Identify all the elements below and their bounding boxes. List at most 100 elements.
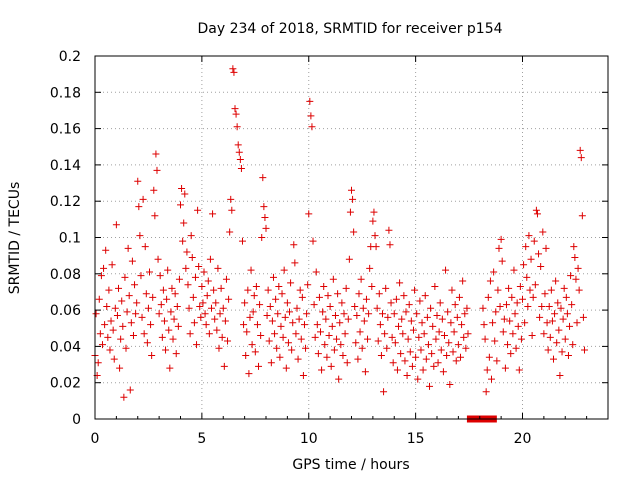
data-point <box>492 308 500 316</box>
data-point <box>187 232 195 240</box>
data-point <box>167 308 175 316</box>
data-point <box>430 362 438 370</box>
data-point <box>313 321 321 329</box>
data-point <box>345 255 353 263</box>
data-point <box>221 317 229 325</box>
data-point <box>516 283 524 291</box>
data-point <box>98 341 106 349</box>
data-point <box>202 321 210 329</box>
data-point <box>138 313 146 321</box>
data-point <box>159 286 167 294</box>
data-point <box>175 275 183 283</box>
data-point <box>560 284 568 292</box>
data-point <box>446 381 454 389</box>
data-point <box>509 330 517 338</box>
data-point <box>119 322 127 330</box>
data-point <box>131 281 139 289</box>
data-point <box>134 177 142 185</box>
data-point <box>350 228 358 236</box>
data-point <box>127 319 135 327</box>
data-point <box>109 326 117 334</box>
data-point <box>286 308 294 316</box>
data-point <box>106 346 114 354</box>
data-point <box>151 212 159 220</box>
data-point <box>245 370 253 378</box>
data-point <box>572 275 580 283</box>
data-point <box>280 266 288 274</box>
data-point <box>535 250 543 258</box>
data-point <box>505 284 513 292</box>
data-point <box>105 286 113 294</box>
data-point <box>368 283 376 291</box>
data-point <box>417 346 425 354</box>
data-point <box>311 333 319 341</box>
data-point <box>352 339 360 347</box>
data-point <box>393 366 401 374</box>
data-point <box>413 310 421 318</box>
data-point <box>203 292 211 300</box>
data-point <box>300 321 308 329</box>
data-point <box>374 337 382 345</box>
data-point <box>257 332 265 340</box>
data-point <box>148 351 156 359</box>
data-point <box>342 284 350 292</box>
data-point <box>426 382 434 390</box>
data-point <box>566 322 574 330</box>
data-point <box>125 292 133 300</box>
data-point <box>241 299 249 307</box>
data-point <box>409 326 417 334</box>
data-point <box>504 341 512 349</box>
data-point <box>326 302 334 310</box>
data-point <box>539 228 547 236</box>
x-tick-label: 0 <box>91 431 100 447</box>
data-point <box>310 301 318 309</box>
y-tick-label: 0 <box>72 412 81 428</box>
data-point <box>400 292 408 300</box>
data-point <box>294 355 302 363</box>
data-point <box>235 148 243 156</box>
data-point <box>563 310 571 318</box>
data-point <box>297 335 305 343</box>
data-point <box>536 313 544 321</box>
data-point <box>334 290 342 298</box>
data-point <box>330 346 338 354</box>
data-point <box>462 344 470 352</box>
data-point <box>333 335 341 343</box>
data-point <box>110 355 118 363</box>
data-point <box>115 284 123 292</box>
data-point <box>373 304 381 312</box>
y-tick-label: 0.16 <box>50 122 81 138</box>
data-point <box>298 293 306 301</box>
data-point <box>546 333 554 341</box>
y-tick-label: 0.14 <box>50 158 81 174</box>
data-point <box>541 290 549 298</box>
data-point <box>336 319 344 327</box>
data-point <box>501 364 509 372</box>
data-point <box>570 243 578 251</box>
data-point <box>149 293 157 301</box>
data-point <box>263 312 271 320</box>
data-point <box>548 317 556 325</box>
data-point <box>428 350 436 358</box>
data-point <box>453 313 461 321</box>
data-point <box>526 286 534 294</box>
y-axis-label: SRMTID / TECUs <box>7 182 23 295</box>
data-point <box>498 257 506 265</box>
data-point <box>276 353 284 361</box>
data-point <box>244 286 252 294</box>
data-point <box>212 299 220 307</box>
data-point <box>118 297 126 305</box>
data-point <box>562 293 570 301</box>
data-point <box>189 293 197 301</box>
data-point <box>228 206 236 214</box>
data-point <box>141 243 149 251</box>
data-point <box>399 330 407 338</box>
data-point <box>529 293 537 301</box>
data-point <box>381 330 389 338</box>
data-point <box>282 364 290 372</box>
data-point <box>382 284 390 292</box>
data-point <box>258 234 266 241</box>
data-point <box>327 362 335 370</box>
data-point <box>569 341 577 349</box>
data-point <box>406 348 414 356</box>
